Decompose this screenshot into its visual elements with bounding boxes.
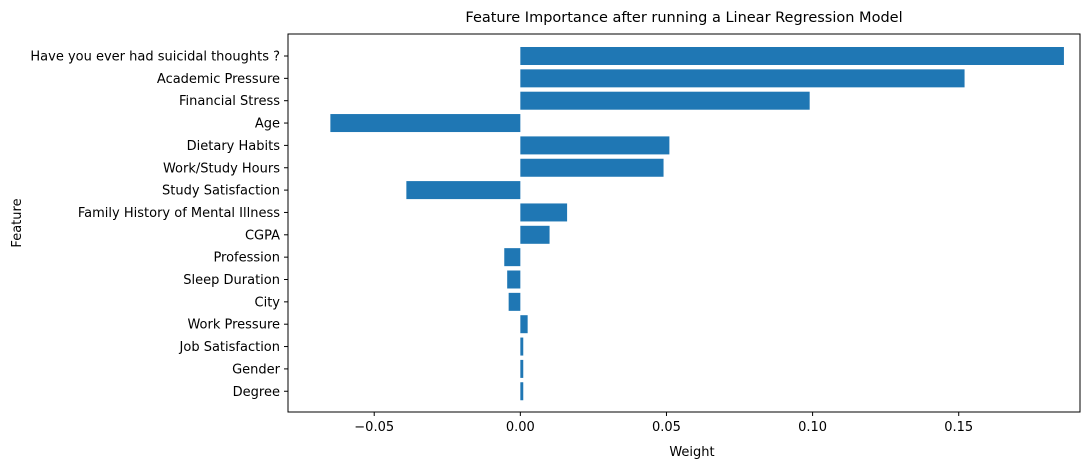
bar [520,382,524,401]
y-tick-label: Family History of Mental Illness [78,206,280,221]
bar [520,47,1064,65]
y-tick-label: Sleep Duration [183,273,280,288]
bar [520,69,965,88]
x-tick-label: 0.15 [944,420,973,435]
bar [520,359,524,378]
y-tick-label: Work/Study Hours [163,161,280,176]
bar [520,158,664,177]
y-tick-label: Study Satisfaction [162,184,280,199]
y-axis-label: Feature [10,198,25,247]
x-tick-label: 0.10 [798,420,827,435]
y-tick-label: Work Pressure [187,318,280,333]
x-tick-label: 0.00 [506,420,535,435]
bar [330,114,521,133]
y-tick-label: Academic Pressure [157,72,280,87]
y-tick-label: Degree [233,385,280,400]
y-tick-label: Age [255,117,280,132]
bar [520,225,550,244]
y-tick-label: Profession [213,251,280,266]
bar [520,136,670,155]
bar [520,203,568,222]
x-axis-ticks: −0.05 0.00 0.05 0.10 0.15 [354,412,973,435]
y-tick-label: Financial Stress [179,94,280,109]
bar [508,292,521,311]
plot-area-frame [287,33,1081,413]
y-tick-label: Have you ever had suicidal thoughts ? [30,50,280,65]
bars-group [330,47,1064,401]
y-tick-label: Dietary Habits [187,139,281,154]
bar [504,248,521,267]
y-tick-label: Job Satisfaction [179,340,280,355]
y-tick-label: CGPA [245,228,280,243]
bar [507,270,521,289]
x-tick-label: 0.05 [652,420,681,435]
bar [520,315,528,334]
y-tick-label: Gender [232,362,281,377]
chart-title: Feature Importance after running a Linea… [465,10,902,26]
bar [520,337,524,356]
x-axis-label: Weight [669,445,714,460]
x-tick-label: −0.05 [354,420,394,435]
bar [520,91,810,110]
y-axis-ticks: Have you ever had suicidal thoughts ? Aca… [30,50,288,400]
bar [406,181,521,200]
y-tick-label: City [255,295,281,310]
